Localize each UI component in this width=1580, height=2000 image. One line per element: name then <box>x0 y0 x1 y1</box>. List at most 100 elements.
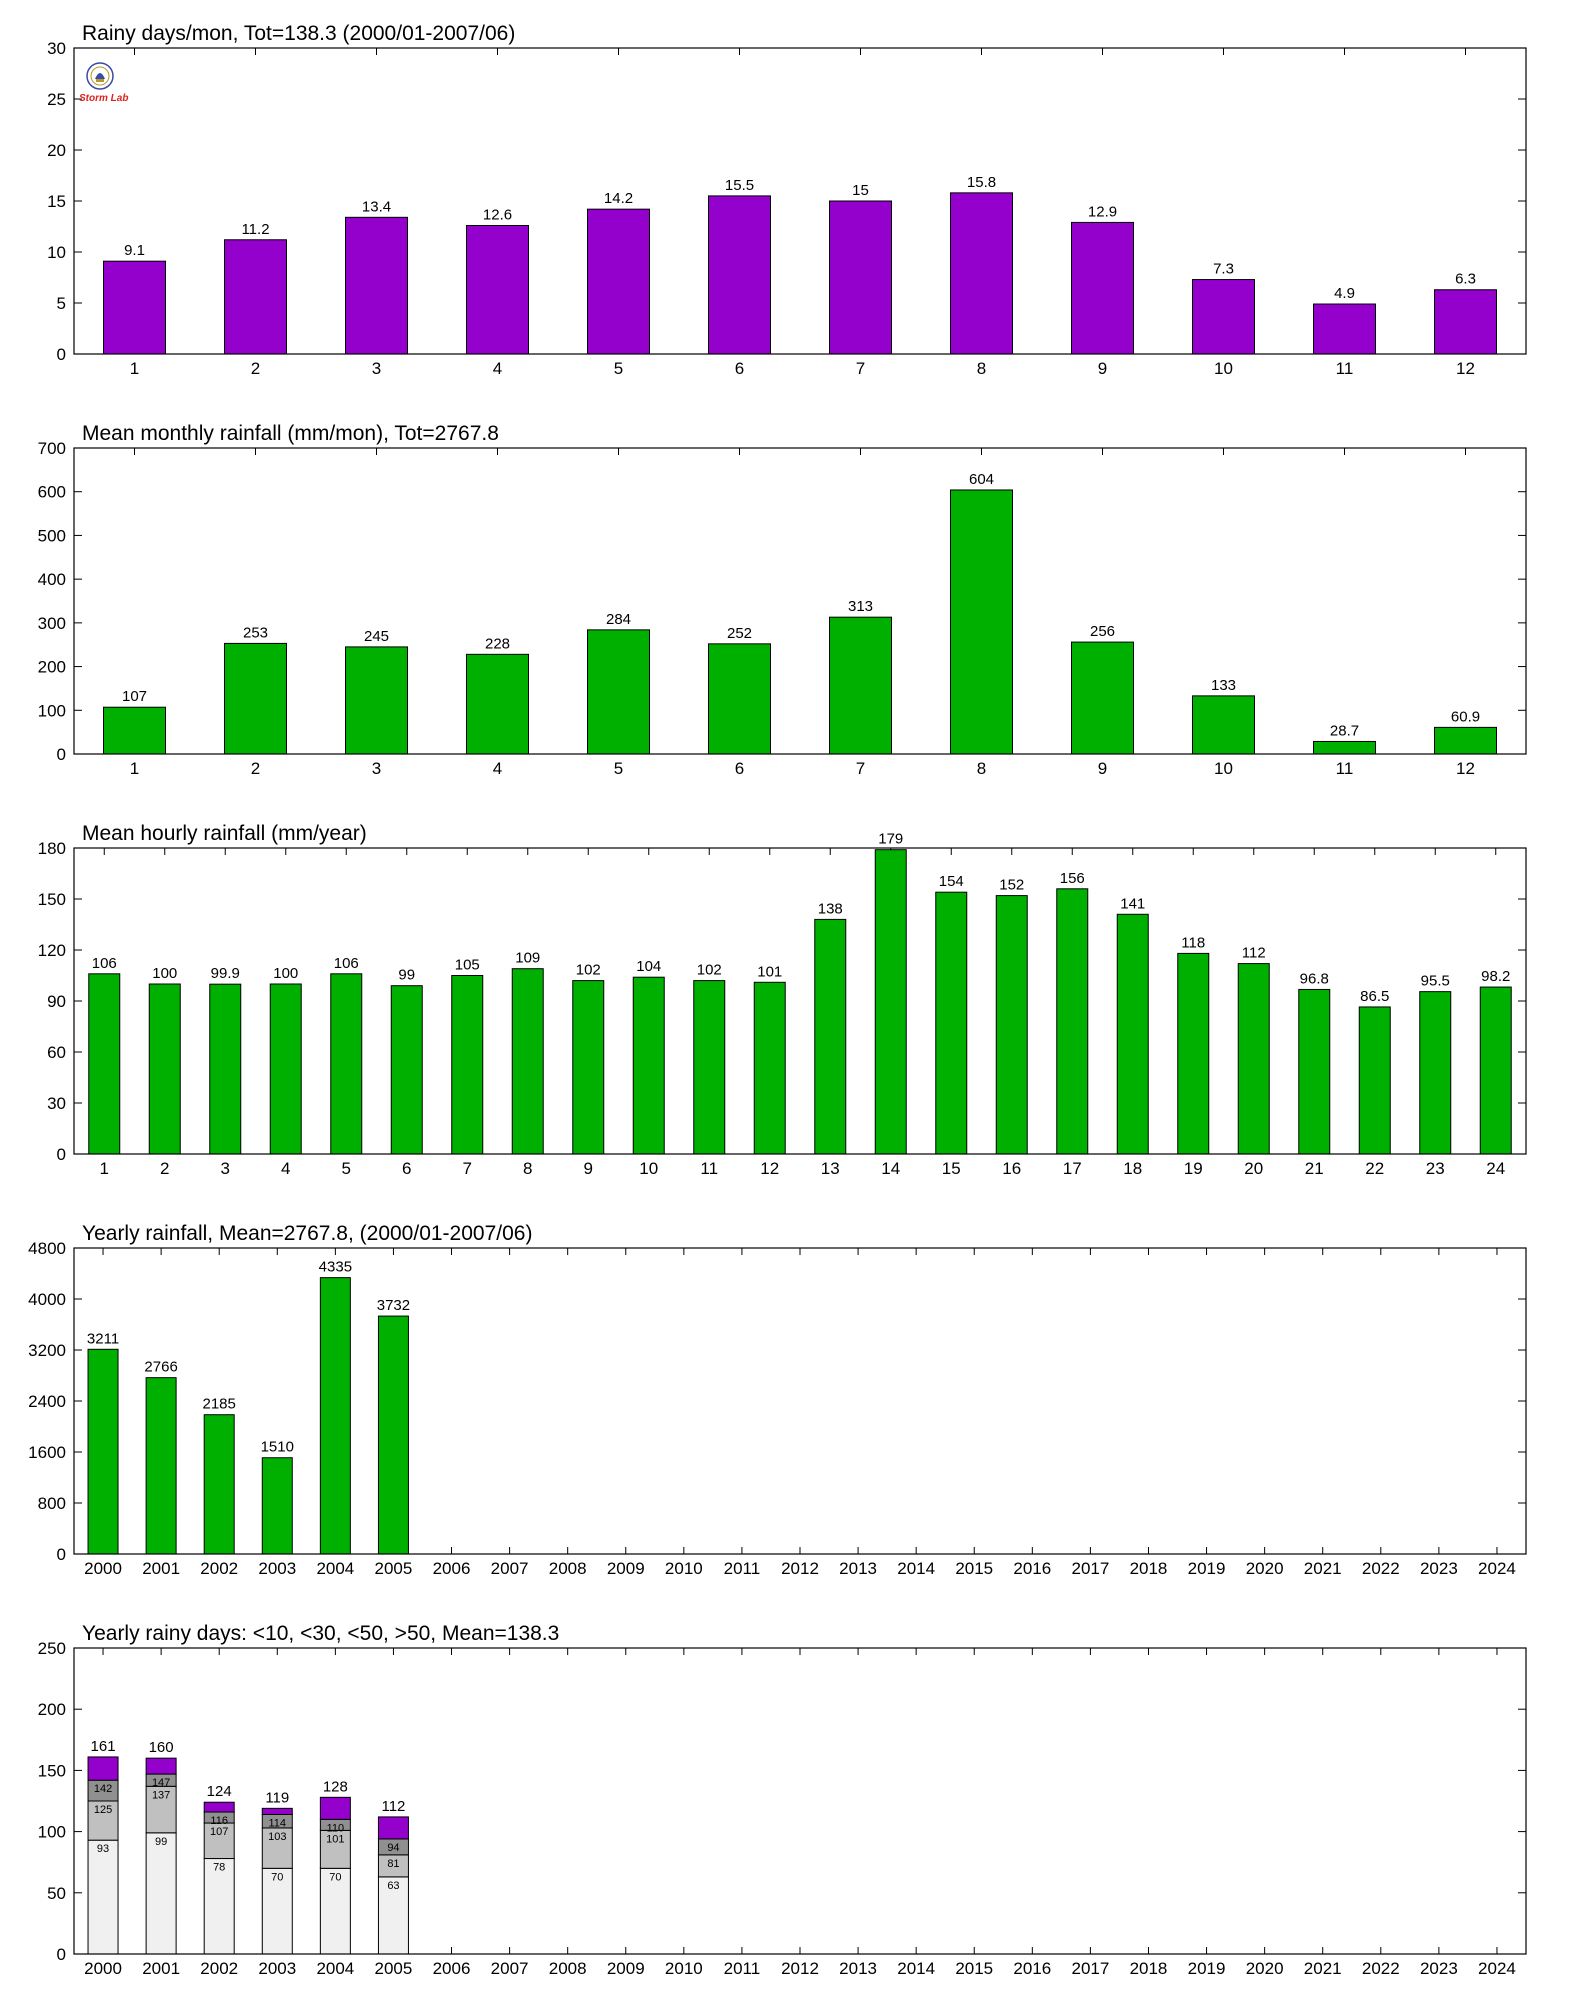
chart5-segment-label: 137 <box>152 1789 170 1801</box>
chart5-total-label: 161 <box>91 1738 116 1755</box>
chart5-xtick-label: 2023 <box>1420 1959 1458 1978</box>
chart3-ytick-label: 180 <box>38 839 66 858</box>
chart5-ytick-label: 200 <box>38 1700 66 1719</box>
chart1-xtick-label: 8 <box>977 359 986 378</box>
chart2-bar <box>708 643 771 755</box>
chart3-xtick-label: 3 <box>221 1159 230 1178</box>
chart5-xtick-label: 2004 <box>316 1959 354 1978</box>
chart2-bar <box>950 489 1013 755</box>
chart4-xtick-label: 2021 <box>1304 1559 1342 1578</box>
chart5-bar-segment <box>203 1822 235 1860</box>
chart1-data-label: 12.6 <box>483 206 512 223</box>
chart1-ytick-label: 30 <box>47 39 66 58</box>
chart4-ytick-label: 800 <box>38 1494 66 1513</box>
chart4-xtick-label: 2009 <box>607 1559 645 1578</box>
chart3-ytick-label: 60 <box>47 1043 66 1062</box>
chart4-xtick-label: 2018 <box>1130 1559 1168 1578</box>
chart3-xtick-label: 15 <box>942 1159 961 1178</box>
chart5-total-label: 124 <box>207 1783 232 1800</box>
chart3-data-label: 99.9 <box>211 965 240 982</box>
chart3-bar <box>1358 1006 1391 1155</box>
chart5-xtick-label: 2010 <box>665 1959 703 1978</box>
chart2-bar <box>103 706 166 755</box>
chart3-data-label: 112 <box>1242 945 1266 962</box>
chart3-xtick-label: 1 <box>100 1159 109 1178</box>
chart3-xtick-label: 11 <box>700 1159 718 1178</box>
chart4-xtick-label: 2024 <box>1478 1559 1516 1578</box>
chart4-ytick-label: 1600 <box>28 1443 66 1462</box>
chart3-data-label: 138 <box>818 900 843 917</box>
chart5-segment-label: 125 <box>94 1804 112 1816</box>
chart5-xtick-label: 2012 <box>781 1959 819 1978</box>
chart2-ytick-label: 600 <box>38 483 66 502</box>
chart3-data-label: 152 <box>999 877 1024 894</box>
chart1-bar <box>587 208 650 355</box>
chart5-ytick-label: 250 <box>38 1639 66 1658</box>
chart5-bar-segment <box>377 1876 409 1955</box>
chart3-xtick-label: 13 <box>821 1159 840 1178</box>
chart4-xtick-label: 2001 <box>142 1559 180 1578</box>
logo-icon: Storm Lab <box>79 62 128 104</box>
chart5-xtick-label: 2017 <box>1071 1959 1109 1978</box>
chart3-bar <box>632 976 665 1155</box>
chart4-xtick-label: 2006 <box>433 1559 471 1578</box>
chart2-data-label: 107 <box>122 688 147 705</box>
chart4-xtick-label: 2007 <box>491 1559 529 1578</box>
chart3-xtick-label: 18 <box>1123 1159 1142 1178</box>
chart2-frame <box>73 447 1527 755</box>
chart4-ytick-label: 0 <box>57 1545 66 1564</box>
chart5-title: Yearly rainy days: <10, <30, <50, >50, M… <box>82 1622 559 1645</box>
chart3-xtick-label: 4 <box>281 1159 290 1178</box>
chart5-bar-segment <box>377 1816 409 1840</box>
chart4-xtick-label: 2023 <box>1420 1559 1458 1578</box>
chart4-title: Yearly rainfall, Mean=2767.8, (2000/01-2… <box>82 1222 532 1245</box>
chart2-ytick-label: 400 <box>38 570 66 589</box>
chart4-xtick-label: 2014 <box>897 1559 935 1578</box>
chart2-data-label: 252 <box>727 625 752 642</box>
chart1-bar <box>1192 279 1255 355</box>
chart2-xtick-label: 4 <box>493 759 502 778</box>
chart5-xtick-label: 2019 <box>1188 1959 1226 1978</box>
chart4-bar <box>203 1414 235 1555</box>
chart1-frame <box>73 47 1527 355</box>
chart3-xtick-label: 8 <box>523 1159 532 1178</box>
chart4-bar <box>319 1277 351 1555</box>
chart5-xtick-label: 2018 <box>1130 1959 1168 1978</box>
chart3-xtick-label: 17 <box>1063 1159 1082 1178</box>
logo-caption: Storm Lab <box>79 93 128 104</box>
chart1-bar <box>1071 221 1134 355</box>
chart5-bar-segment <box>87 1839 119 1955</box>
chart5-segment-label: 63 <box>387 1880 399 1892</box>
chart2-data-label: 133 <box>1211 677 1236 694</box>
chart2-data-label: 284 <box>606 611 631 628</box>
chart5-segment-label: 147 <box>152 1777 170 1789</box>
chart3-xtick-label: 20 <box>1244 1159 1263 1178</box>
chart5-bar-segment <box>319 1829 351 1869</box>
chart5-xtick-label: 2024 <box>1478 1959 1516 1978</box>
chart5-xtick-label: 2011 <box>724 1959 761 1978</box>
chart3-title: Mean hourly rainfall (mm/year) <box>82 822 367 845</box>
chart1-bar <box>1313 303 1376 355</box>
chart3-data-label: 118 <box>1181 934 1205 951</box>
chart1-data-label: 13.4 <box>362 198 391 215</box>
chart5-xtick-label: 2015 <box>955 1959 993 1978</box>
chart3-xtick-label: 22 <box>1365 1159 1384 1178</box>
chart5-segment-label: 94 <box>387 1842 399 1854</box>
chart3-bar <box>874 849 907 1155</box>
chart1-ytick-label: 15 <box>47 192 66 211</box>
chart5-xtick-label: 2006 <box>433 1959 471 1978</box>
chart3-data-label: 99 <box>398 967 415 984</box>
chart3-data-label: 100 <box>273 965 298 982</box>
chart4-data-label: 3732 <box>377 1297 410 1314</box>
chart3-xtick-label: 14 <box>881 1159 900 1178</box>
chart3-data-label: 179 <box>878 831 903 848</box>
chart2-bar <box>1434 726 1497 755</box>
chart2-data-label: 228 <box>485 635 510 652</box>
chart3-bar <box>269 983 302 1155</box>
chart2-bar <box>345 646 408 755</box>
chart3-xtick-label: 24 <box>1486 1159 1505 1178</box>
chart5-xtick-label: 2014 <box>897 1959 935 1978</box>
chart1-bar <box>708 195 771 355</box>
chart5-bar-segment <box>319 1796 351 1820</box>
